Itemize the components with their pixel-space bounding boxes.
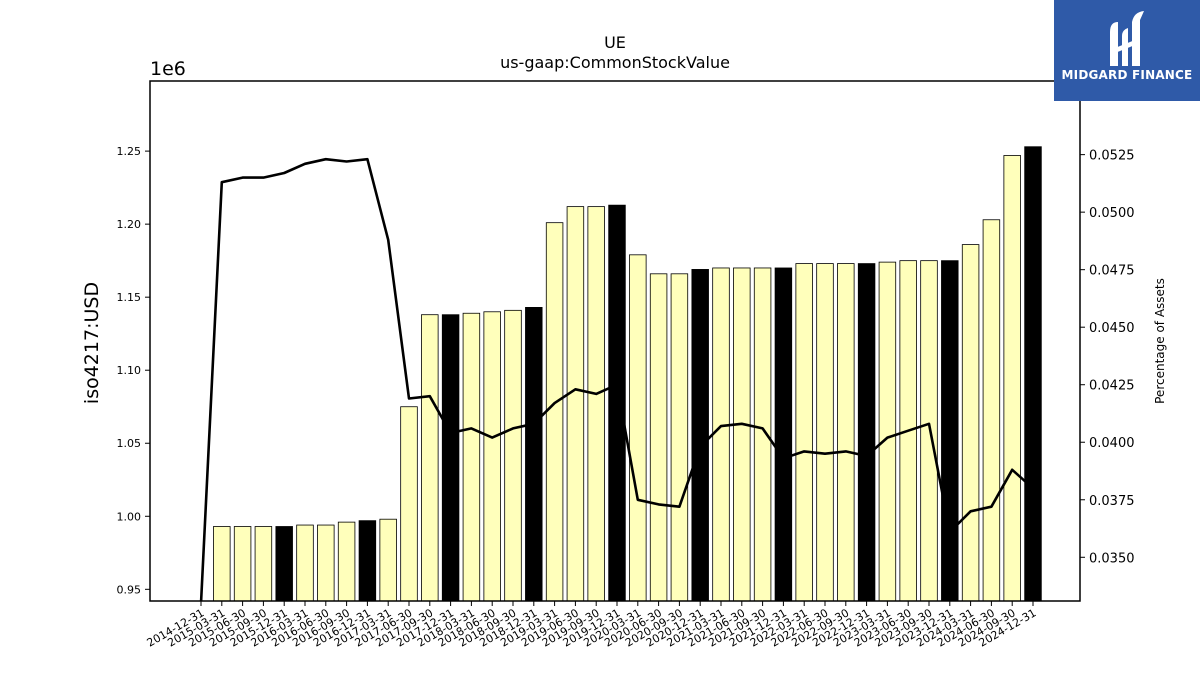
plot-frame [149, 80, 1081, 602]
bar-2023-09-30 [920, 260, 938, 602]
bar-2020-09-30 [670, 273, 689, 602]
bar-2022-06-30 [816, 263, 834, 602]
percentage-line [199, 157, 1034, 601]
bar-2019-03-31 [545, 222, 564, 602]
y-tick-label: 1.25 [117, 145, 142, 158]
bar-2023-12-31 [941, 260, 959, 602]
bar-2021-03-31 [712, 267, 730, 602]
y2-tick-label: 0.0500 [1089, 206, 1135, 221]
bar-2016-09-30 [337, 521, 356, 602]
y-tick-label: 1.15 [117, 291, 142, 304]
bar-2018-12-31 [525, 307, 543, 602]
bar-2017-09-30 [421, 314, 439, 602]
bar-2017-12-31 [441, 314, 460, 602]
bar-2024-09-30 [1003, 155, 1021, 602]
bar-2019-06-30 [566, 206, 585, 602]
bar-2015-12-31 [275, 526, 293, 602]
bar-2024-03-31 [961, 244, 980, 602]
bar-2021-12-31 [774, 267, 793, 602]
y-offset-label: 1e6 [150, 58, 186, 80]
bar-2022-12-31 [857, 263, 876, 602]
bar-2019-09-30 [587, 206, 605, 602]
y-axis-label: iso4217:USD [81, 282, 103, 404]
bar-2022-09-30 [837, 263, 855, 602]
y2-tick-label: 0.0525 [1089, 149, 1135, 164]
y2-tick-label: 0.0350 [1089, 551, 1135, 566]
bar-2024-06-30 [982, 219, 1001, 602]
y-tick-label: 1.00 [117, 510, 142, 523]
y2-axis-label: Percentage of Assets [1153, 278, 1167, 404]
y2-tick-label: 0.0475 [1089, 264, 1135, 279]
bar-2017-03-31 [379, 518, 397, 602]
chart-subtitle: us-gaap:CommonStockValue [500, 53, 730, 72]
bar-2015-06-30 [233, 526, 252, 602]
logo-mark-icon [1110, 11, 1144, 66]
bar-2024-12-31 [1024, 146, 1042, 602]
bar-2020-12-31 [691, 269, 709, 602]
y2-tick-label: 0.0400 [1089, 436, 1135, 451]
bar-2017-06-30 [400, 406, 418, 602]
bar-2021-06-30 [733, 267, 751, 602]
bar-2015-09-30 [254, 526, 273, 602]
bar-2019-12-31 [608, 204, 626, 602]
bar-2018-09-30 [504, 309, 522, 602]
y-tick-label: 1.10 [117, 364, 142, 377]
y-tick-label: 1.05 [117, 437, 142, 450]
y2-tick-label: 0.0450 [1089, 321, 1135, 336]
bar-2016-03-31 [296, 524, 314, 602]
y-tick-label: 0.95 [117, 583, 142, 596]
brand-logo: MIDGARD FINANCE [1054, 0, 1200, 101]
bar-2018-06-30 [483, 311, 501, 602]
logo-text: MIDGARD FINANCE [1061, 68, 1193, 82]
bar-2016-06-30 [317, 524, 335, 602]
y-tick-label: 1.20 [117, 218, 142, 231]
bar-2018-03-31 [462, 312, 481, 602]
bar-2023-03-31 [878, 261, 897, 602]
chart-title: UE [604, 33, 626, 52]
y2-tick-label: 0.0425 [1089, 379, 1135, 394]
bar-2022-03-31 [795, 263, 813, 602]
bar-2020-06-30 [649, 273, 668, 602]
bar-2020-03-31 [629, 254, 647, 602]
y2-tick-label: 0.0375 [1089, 494, 1135, 509]
bar-2021-09-30 [753, 267, 772, 602]
bar-2016-12-31 [358, 520, 377, 602]
bar-2015-03-31 [213, 526, 231, 602]
